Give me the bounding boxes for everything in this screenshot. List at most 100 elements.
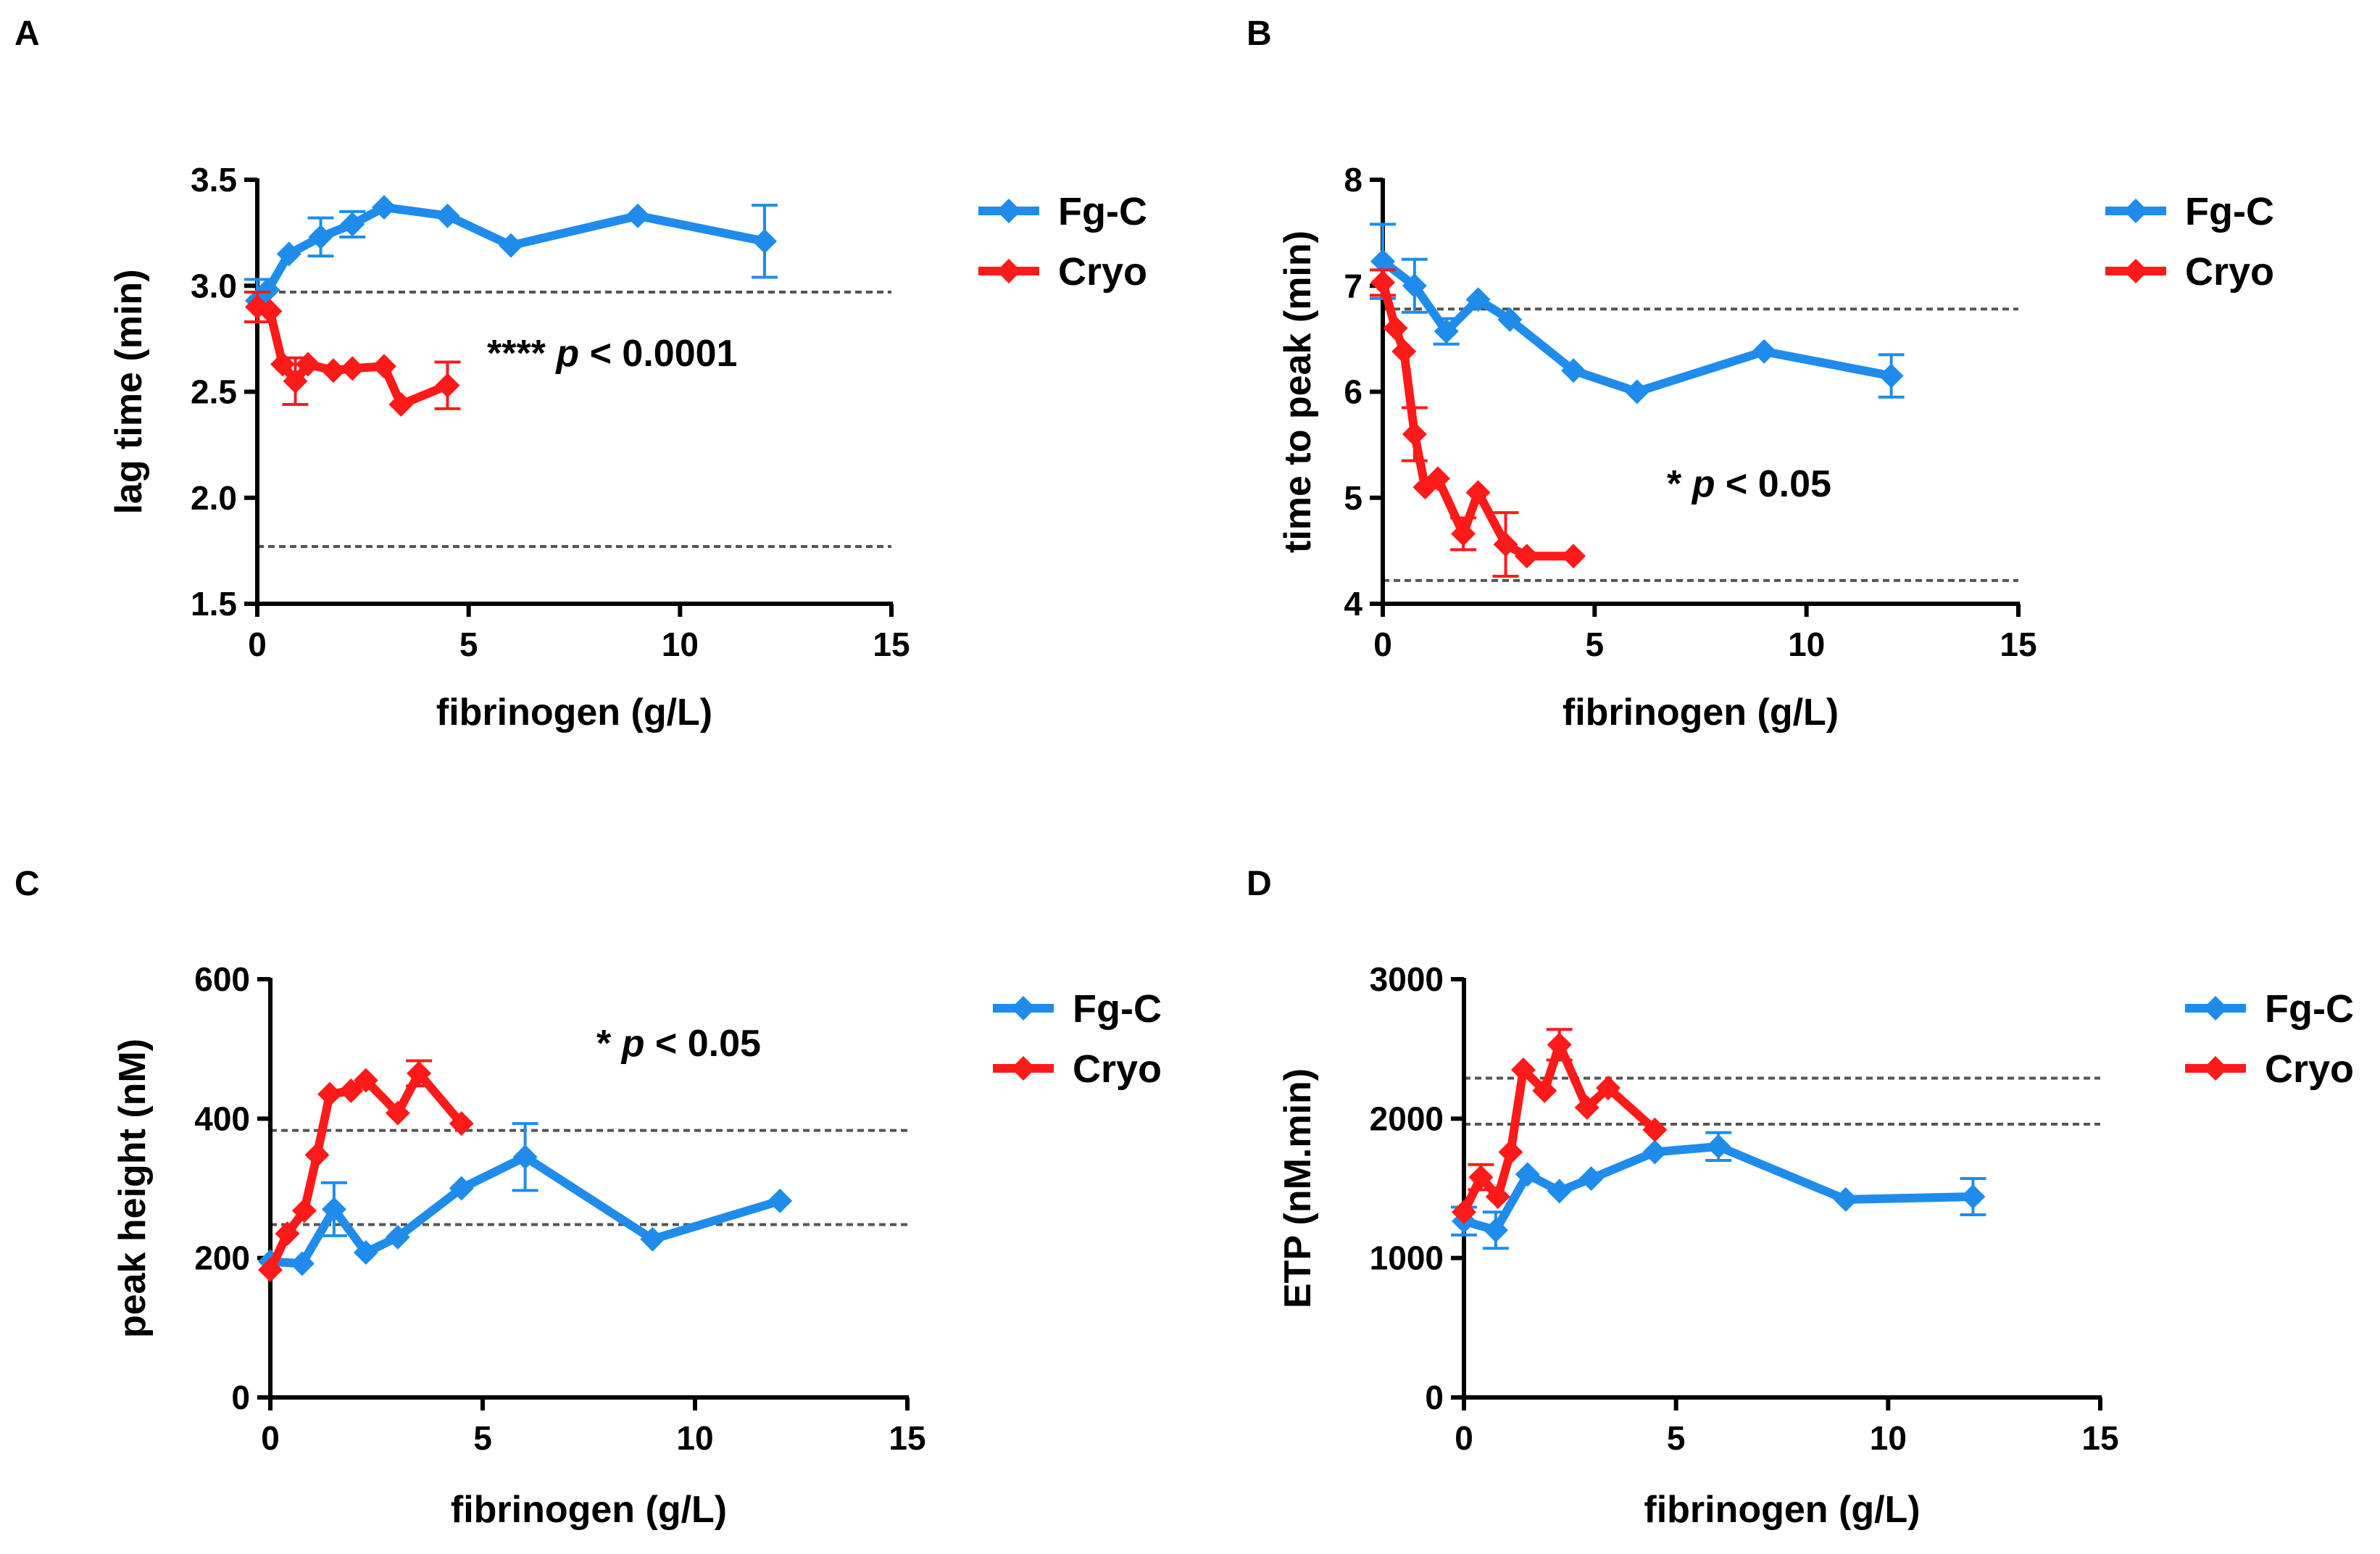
data-point [385, 1224, 410, 1250]
panel-b: B 4 5 6 7 8 0 5 10 15 fibrinogen (g/L) time to peak… [1247, 14, 2274, 734]
data-point [338, 1078, 364, 1103]
data-point [1624, 379, 1649, 404]
panel-d: D 0 1000 2000 3000 0 5 10 15 fibrinogen (g/L) ETP … [1247, 865, 2354, 1531]
legend-label: Fg-C [2185, 190, 2274, 233]
data-point [340, 356, 365, 381]
y-tick-label: 600 [194, 960, 250, 998]
y-tick-label: 4 [1344, 585, 1362, 623]
data-point [372, 195, 396, 220]
data-point [1451, 521, 1476, 547]
data-point [1465, 480, 1491, 505]
x-tick-label: 0 [1455, 1419, 1473, 1457]
data-point [296, 352, 320, 377]
data-point [385, 1100, 410, 1126]
data-point [435, 373, 460, 398]
y-tick-label: 1.5 [191, 585, 237, 623]
x-tick-label: 10 [662, 626, 699, 663]
legend-item: Cryo [978, 250, 1147, 294]
data-point [1465, 287, 1491, 312]
data-point [1833, 1187, 1858, 1212]
data-point [1498, 1139, 1523, 1165]
legend-item: Fg-C [993, 987, 1162, 1031]
data-point [1561, 544, 1586, 569]
y-tick-label: 2.5 [191, 373, 237, 411]
data-point [276, 241, 301, 267]
panel-letter: B [1247, 14, 1272, 53]
x-tick-label: 0 [248, 626, 267, 663]
panel-letter: C [14, 865, 40, 903]
data-point [1370, 270, 1395, 295]
data-point [1642, 1139, 1668, 1165]
series-line [1378, 278, 1578, 561]
x-axis-title: fibrinogen (g/L) [451, 1489, 727, 1531]
data-point [275, 1221, 300, 1247]
data-point [1547, 1032, 1572, 1058]
series-cryo [258, 1059, 474, 1283]
x-tick-label: 0 [261, 1419, 280, 1457]
legend-label: Cryo [2265, 1047, 2354, 1091]
data-point [767, 1188, 793, 1213]
data-point [1642, 1117, 1668, 1142]
x-tick-label: 5 [1586, 626, 1605, 663]
data-point [353, 1239, 378, 1265]
data-point [1574, 1094, 1599, 1120]
legend-label: Fg-C [1073, 987, 1162, 1031]
series-cryo [1370, 268, 1586, 578]
legend-item: Cryo [993, 1047, 1162, 1091]
y-tick-label: 6 [1344, 373, 1362, 411]
x-tick-label: 0 [1373, 626, 1392, 663]
data-point [1706, 1134, 1731, 1159]
legend-swatch-marker [996, 259, 1021, 283]
data-point [512, 1144, 538, 1170]
data-point [1485, 1184, 1510, 1210]
data-point [308, 224, 333, 249]
data-point [1752, 338, 1777, 364]
data-point [270, 352, 295, 377]
data-point [283, 368, 308, 394]
data-point [407, 1060, 432, 1086]
y-tick-label: 0 [1425, 1379, 1444, 1416]
data-point [449, 1111, 474, 1137]
series-fg-c [1370, 223, 1905, 404]
x-tick-label: 10 [1870, 1419, 1907, 1457]
series-cryo [244, 291, 461, 417]
legend-label: Cryo [1073, 1047, 1162, 1091]
x-tick-label: 15 [2081, 1419, 2118, 1457]
x-axis-title: fibrinogen (g/L) [1644, 1489, 1920, 1531]
legend-label: Cryo [1058, 250, 1147, 294]
y-tick-label: 200 [194, 1239, 250, 1277]
data-point [1383, 315, 1408, 341]
data-point [1402, 422, 1427, 446]
data-point [752, 228, 777, 254]
y-tick-label: 0 [231, 1379, 250, 1416]
y-tick-label: 3000 [1370, 960, 1444, 998]
x-tick-label: 5 [459, 626, 478, 663]
x-tick-label: 15 [889, 1419, 925, 1457]
y-tick-label: 1000 [1370, 1239, 1444, 1277]
legend-swatch-marker [1011, 1056, 1036, 1081]
series-cryo [1452, 1028, 1668, 1225]
data-point [291, 1198, 317, 1223]
data-point [388, 392, 414, 417]
significance-annotation: * p < 0.05 [1667, 463, 1831, 505]
legend-swatch-marker [1011, 996, 1036, 1021]
data-point [1514, 544, 1539, 569]
y-tick-label: 2.0 [191, 479, 237, 517]
legend-swatch-marker [2123, 259, 2148, 283]
data-point [1547, 1179, 1572, 1204]
legend-swatch-marker [996, 199, 1021, 223]
data-point [255, 278, 280, 303]
data-point [1960, 1184, 1986, 1210]
data-point [435, 203, 460, 228]
legend-label: Fg-C [1058, 190, 1147, 233]
data-point [1402, 273, 1427, 299]
series-line [1460, 1040, 1660, 1217]
panel-letter: D [1247, 865, 1272, 903]
panel-c: C 0 200 400 600 0 5 10 15 fibrinogen (g/L) peak he… [14, 865, 1162, 1531]
data-point [353, 1068, 378, 1093]
data-point [1493, 532, 1518, 557]
data-point [1578, 1166, 1604, 1192]
data-point [1532, 1078, 1557, 1103]
data-point [304, 1142, 330, 1168]
